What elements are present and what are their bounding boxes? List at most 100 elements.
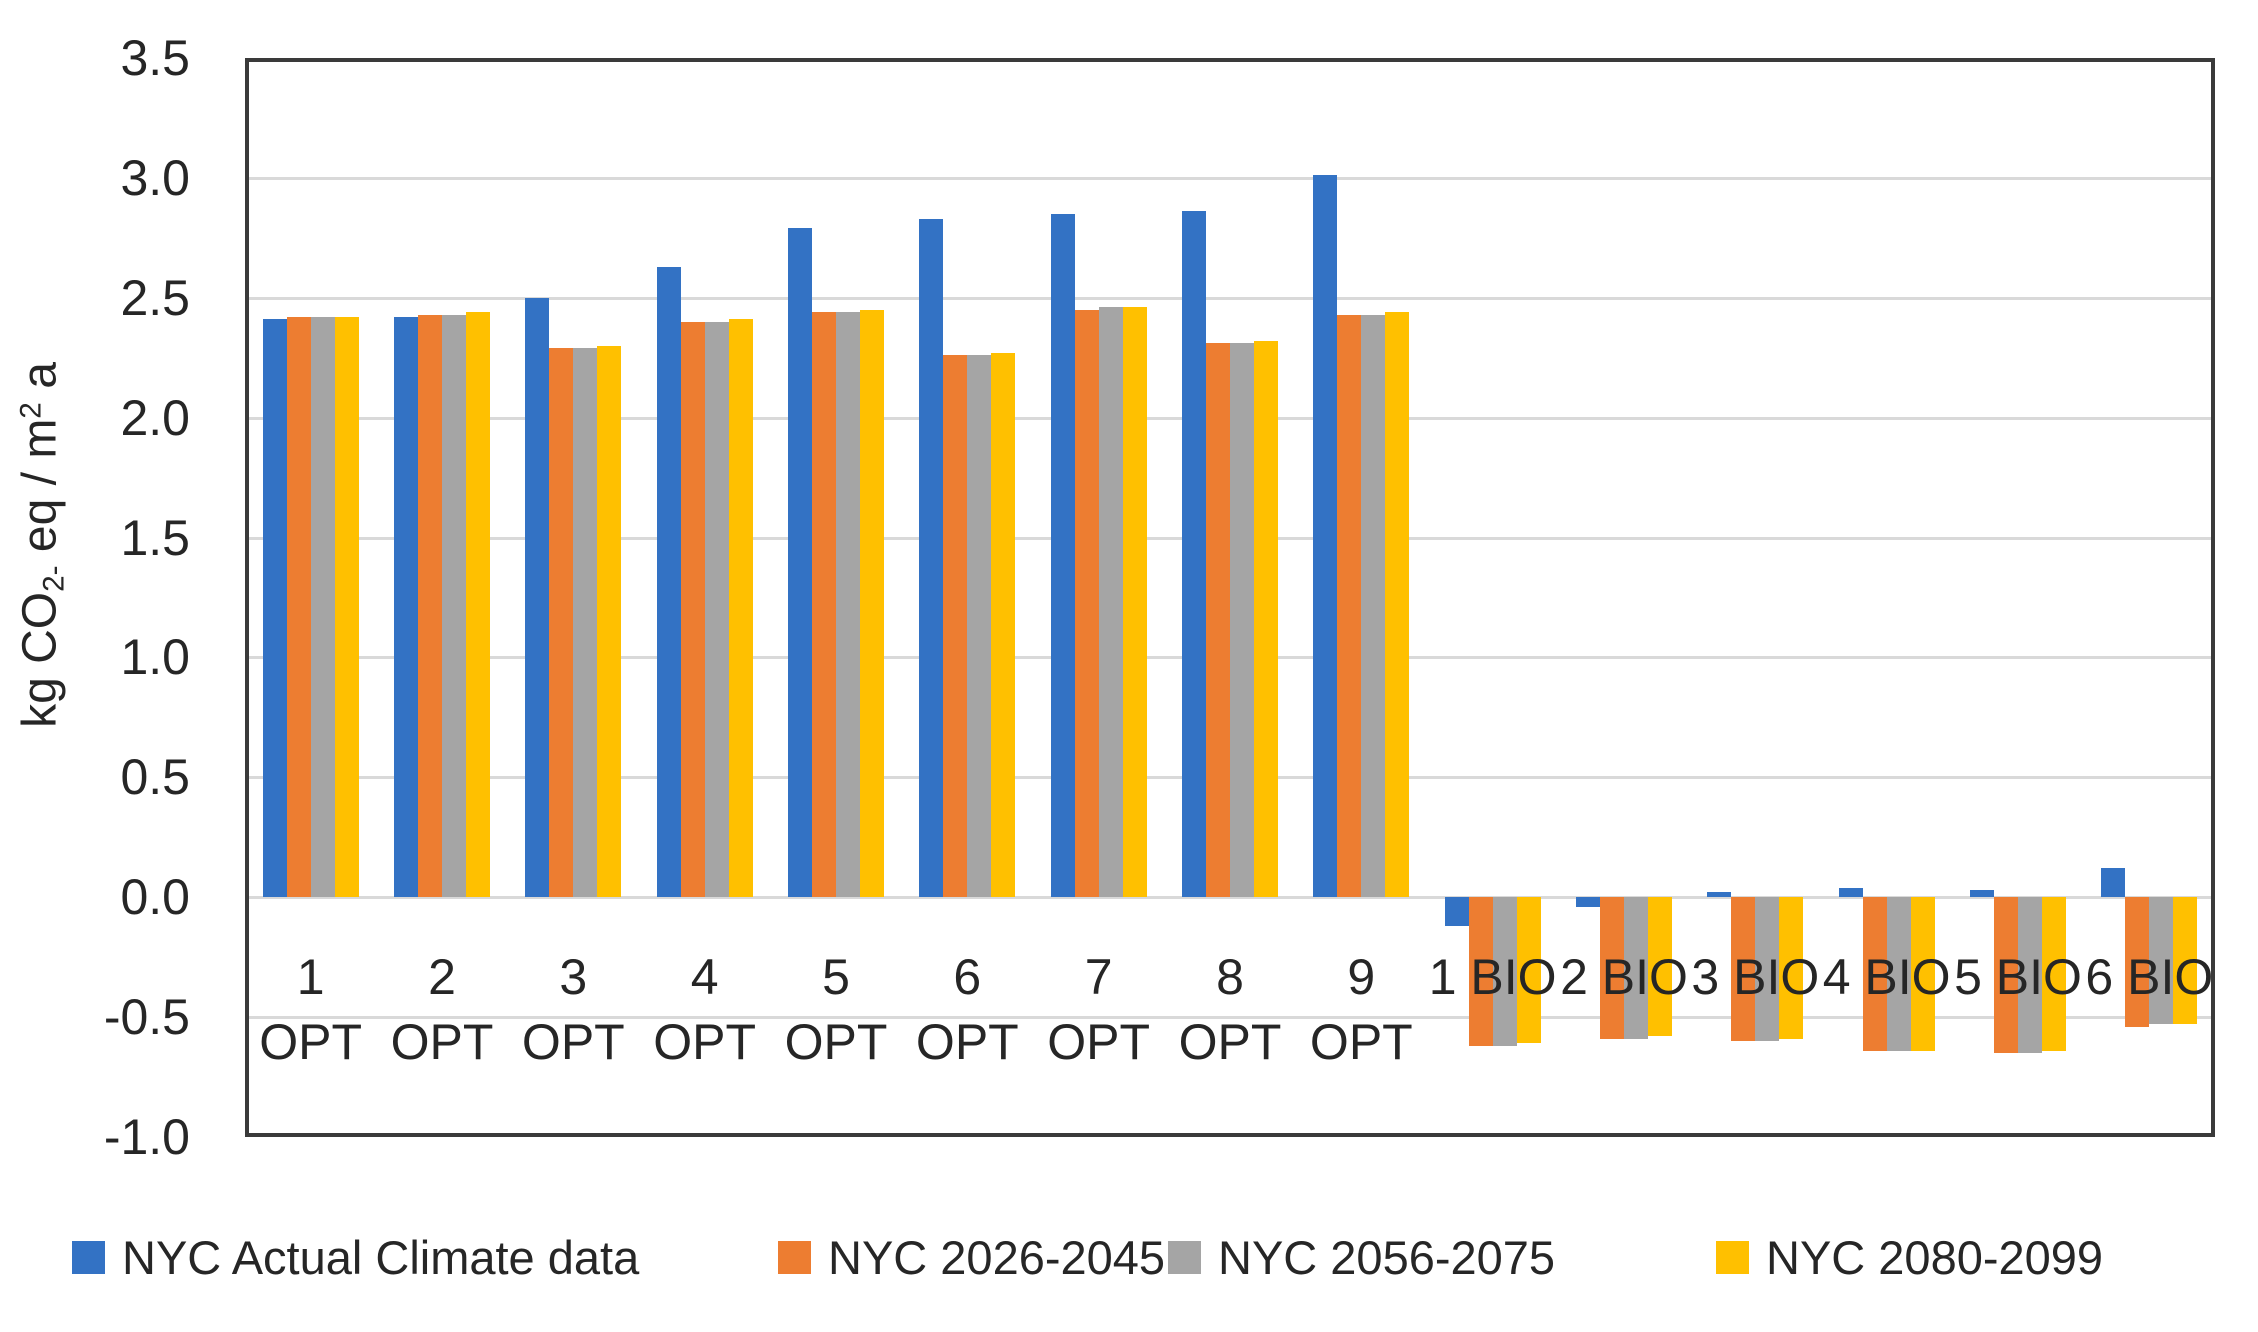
x-label-8-OPT-num: 8 (1216, 949, 1244, 1005)
bar-series3-cat1 (310, 316, 335, 898)
bar-series4-cat6 (991, 352, 1016, 898)
bar-series2-cat9 (1337, 314, 1362, 898)
x-label-6-OPT-word: OPT (915, 1014, 1019, 1070)
bar-series1-cat9 (1313, 175, 1338, 898)
bar-series4-cat5 (860, 309, 884, 898)
bar-series1-cat3 (525, 297, 550, 898)
x-label-5-BIO: 5 BIO (1954, 949, 2082, 1005)
x-label-4-OPT-word: OPT (653, 1014, 757, 1070)
bar-series1-cat12 (1707, 892, 1732, 898)
bar-series4-cat9 (1385, 312, 1410, 898)
bar-series4-cat4 (728, 319, 753, 898)
bar-series4-cat7 (1122, 307, 1147, 898)
bar-series3-cat9 (1361, 314, 1386, 898)
bar-series1-cat6 (919, 218, 944, 898)
x-label-3-OPT-num: 3 (559, 949, 588, 1005)
bar-series3-cat3 (573, 348, 598, 898)
legend-swatch-3 (1168, 1240, 1201, 1274)
x-label-4-OPT-num: 4 (690, 949, 719, 1005)
bar-series4-cat13 (1910, 897, 1935, 1051)
bar-series2-cat3 (549, 348, 574, 898)
x-label-7-OPT-word: OPT (1047, 1014, 1151, 1070)
bar-series1-cat1 (262, 319, 287, 898)
bar-series3-cat10 (1492, 897, 1517, 1046)
bar-series1-cat10 (1444, 897, 1469, 926)
bar-series2-cat15 (2125, 897, 2150, 1027)
bar-series3-cat2 (442, 314, 466, 898)
legend-item-3: NYC 2056-2075 (1168, 1222, 1555, 1292)
bar-series3-cat7 (1098, 307, 1123, 898)
bar-series1-cat13 (1838, 887, 1863, 898)
bar-series2-cat2 (418, 314, 442, 898)
bar-series3-cat6 (967, 355, 992, 898)
y-tick-label-1.5: 1.5 (120, 509, 190, 566)
x-label-7-OPT-num: 7 (1084, 949, 1113, 1005)
bar-series2-cat1 (286, 316, 311, 898)
bar-series4-cat8 (1254, 340, 1278, 898)
y-tick-label--0.5: -0.5 (103, 989, 190, 1046)
bar-series4-cat1 (334, 316, 359, 898)
bar-series2-cat13 (1862, 897, 1887, 1051)
legend-item-2: NYC 2026-2045 (778, 1222, 1165, 1292)
legend-swatch-2 (778, 1240, 811, 1274)
x-label-1-BIO: 1 BIO (1428, 949, 1557, 1005)
x-label-3-OPT-word: OPT (521, 1014, 625, 1070)
bar-series3-cat12 (1755, 897, 1780, 1042)
y-tick-label-3.0: 3.0 (120, 149, 190, 206)
bar-series4-cat2 (466, 312, 490, 898)
legend-swatch-1 (72, 1240, 105, 1274)
x-label-2-BIO: 2 BIO (1560, 949, 1688, 1005)
x-label-1-OPT-word: OPT (259, 1014, 363, 1070)
y-tick-label-2.5: 2.5 (120, 269, 190, 326)
y-tick-label-1.0: 1.0 (120, 629, 190, 686)
bar-series2-cat12 (1731, 897, 1756, 1042)
bar-series2-cat7 (1074, 309, 1099, 898)
legend-label-4: NYC 2080-2099 (1766, 1230, 2104, 1284)
bar-series1-cat5 (788, 228, 812, 898)
x-label-6-OPT-num: 6 (953, 949, 982, 1005)
bar-series1-cat2 (394, 316, 418, 898)
x-label-5-OPT-num: 5 (822, 949, 850, 1005)
y-tick-label--1.0: -1.0 (103, 1109, 190, 1165)
y-tick-label-0.5: 0.5 (120, 749, 190, 806)
x-label-5-OPT-word: OPT (784, 1014, 888, 1070)
plot-area (245, 58, 2215, 1137)
bar-series4-cat11 (1648, 897, 1672, 1037)
bar-series4-cat14 (2042, 897, 2066, 1051)
gridline-2.5 (245, 296, 2215, 300)
bar-series2-cat14 (1994, 897, 2018, 1054)
legend-swatch-4 (1716, 1240, 1749, 1274)
legend: NYC Actual Climate data NYC 2026-2045 NYC … (0, 1222, 2258, 1292)
bar-series3-cat13 (1886, 897, 1911, 1051)
legend-item-1: NYC Actual Climate data (72, 1222, 639, 1292)
x-label-6-BIO: 6 BIO (2085, 949, 2214, 1005)
legend-label-3: NYC 2056-2075 (1218, 1230, 1556, 1284)
bar-series4-cat12 (1779, 897, 1804, 1039)
x-label-3-BIO: 3 BIO (1691, 949, 1820, 1005)
y-tick-label-2.0: 2.0 (120, 389, 190, 446)
bar-series2-cat6 (943, 355, 968, 898)
bar-series2-cat5 (812, 312, 836, 898)
bar-series1-cat7 (1050, 213, 1075, 898)
legend-label-1: NYC Actual Climate data (122, 1230, 640, 1284)
bar-series3-cat8 (1230, 343, 1254, 898)
bar-series2-cat10 (1468, 897, 1493, 1046)
bar-series1-cat11 (1576, 897, 1600, 907)
bar-series2-cat8 (1206, 343, 1230, 898)
bar-series1-cat14 (1970, 890, 1994, 898)
bar-series1-cat15 (2101, 868, 2126, 898)
y-axis-title-part: 2- (37, 565, 71, 592)
legend-item-4: NYC 2080-2099 (1716, 1222, 2103, 1292)
gridline-0.0 (245, 896, 2215, 900)
x-label-2-OPT-num: 2 (428, 949, 456, 1005)
bar-series2-cat11 (1600, 897, 1624, 1039)
gridline-3.0 (245, 176, 2215, 180)
x-label-8-OPT-word: OPT (1178, 1014, 1282, 1070)
bar-series2-cat4 (680, 321, 705, 898)
bar-series4-cat3 (597, 345, 622, 898)
bar-series3-cat5 (836, 312, 860, 898)
bar-series4-cat10 (1516, 897, 1541, 1044)
x-label-2-OPT-word: OPT (390, 1014, 494, 1070)
bar-series3-cat15 (2149, 897, 2174, 1025)
